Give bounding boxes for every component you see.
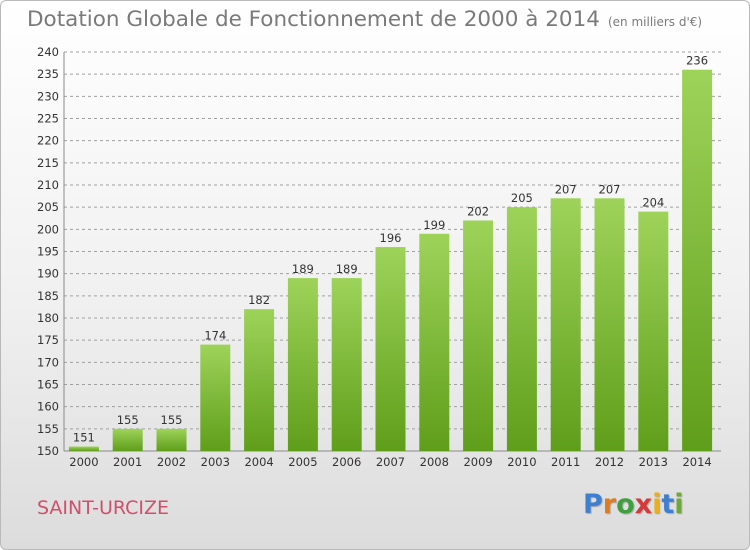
y-tick-label: 240 <box>37 45 59 59</box>
x-tick-label: 2002 <box>157 455 186 469</box>
chart-title: Dotation Globale de Fonctionnement de 20… <box>27 7 702 32</box>
bar <box>375 247 406 451</box>
y-tick-label: 150 <box>37 444 59 458</box>
x-tick-label: 2007 <box>376 455 405 469</box>
bar-value-label: 174 <box>204 329 226 343</box>
y-tick-label: 170 <box>37 355 59 369</box>
bar <box>506 207 537 451</box>
bar <box>463 220 494 451</box>
y-tick-label: 155 <box>37 422 59 436</box>
bar <box>419 233 450 451</box>
bar <box>594 198 625 451</box>
bar-value-label: 189 <box>336 262 358 276</box>
y-tick-label: 210 <box>37 178 59 192</box>
x-tick-label: 2005 <box>288 455 317 469</box>
y-tick-label: 185 <box>37 289 59 303</box>
y-tick-label: 220 <box>37 134 59 148</box>
bar <box>287 278 318 451</box>
x-tick-label: 2009 <box>463 455 492 469</box>
y-tick-label: 165 <box>37 378 59 392</box>
bar-value-label: 155 <box>117 413 139 427</box>
x-tick-label: 2011 <box>551 455 580 469</box>
y-tick-label: 160 <box>37 400 59 414</box>
x-tick-label: 2008 <box>420 455 449 469</box>
y-tick-label: 200 <box>37 222 59 236</box>
y-tick-label: 230 <box>37 89 59 103</box>
bar <box>244 309 275 451</box>
bar-value-label: 151 <box>73 431 95 445</box>
x-tick-label: 2004 <box>244 455 273 469</box>
chart-title-text: Dotation Globale de Fonctionnement de 20… <box>27 7 600 32</box>
x-tick-label: 2012 <box>595 455 624 469</box>
x-tick-label: 2003 <box>201 455 230 469</box>
y-tick-label: 175 <box>37 333 59 347</box>
x-tick-label: 2000 <box>69 455 98 469</box>
bar-value-label: 207 <box>599 182 621 196</box>
bar <box>331 278 362 451</box>
x-tick-label: 2013 <box>639 455 668 469</box>
y-tick-label: 225 <box>37 112 59 126</box>
y-tick-label: 190 <box>37 267 59 281</box>
x-tick-label: 2006 <box>332 455 361 469</box>
x-tick-label: 2014 <box>682 455 711 469</box>
bar <box>156 428 187 451</box>
bar-value-label: 182 <box>248 293 270 307</box>
bar-value-label: 196 <box>380 231 402 245</box>
bar-value-label: 205 <box>511 191 533 205</box>
y-tick-label: 205 <box>37 200 59 214</box>
bar-value-label: 189 <box>292 262 314 276</box>
y-tick-label: 215 <box>37 156 59 170</box>
chart-units: (en milliers d'€) <box>607 15 703 29</box>
y-tick-label: 180 <box>37 311 59 325</box>
bar-value-label: 236 <box>686 54 708 68</box>
bar-value-label: 204 <box>642 196 664 210</box>
bar <box>550 198 581 451</box>
bar-value-label: 202 <box>467 204 489 218</box>
y-tick-label: 195 <box>37 245 59 259</box>
bar <box>200 344 231 451</box>
x-tick-label: 2010 <box>507 455 536 469</box>
bar <box>68 446 99 451</box>
bar-value-label: 155 <box>161 413 183 427</box>
bar-value-label: 207 <box>555 182 577 196</box>
bar <box>682 69 713 451</box>
bar <box>638 211 669 451</box>
town-name: SAINT-URCIZE <box>37 497 169 519</box>
bar-value-label: 199 <box>423 218 445 232</box>
proxiti-logo: Proxiti <box>583 489 684 520</box>
bar <box>112 428 143 451</box>
x-tick-label: 2001 <box>113 455 142 469</box>
y-tick-label: 235 <box>37 67 59 81</box>
